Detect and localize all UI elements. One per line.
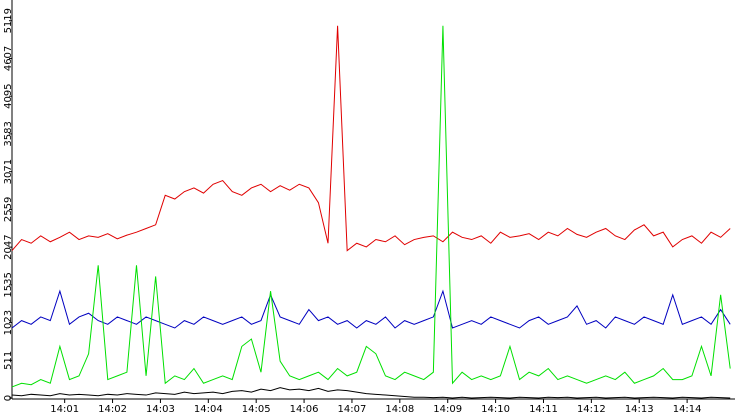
x-tick-label: 14:01 — [50, 404, 79, 415]
x-tick-label: 14:08 — [385, 404, 414, 415]
y-tick-label: 4607 — [3, 46, 14, 71]
y-tick-label: 0 — [3, 395, 14, 401]
y-tick-label: 1023 — [3, 310, 14, 335]
x-tick-label: 14:10 — [481, 404, 510, 415]
x-tick-label: 14:13 — [625, 404, 654, 415]
series-line — [11, 25, 731, 388]
x-tick-label: 14:14 — [673, 404, 702, 415]
x-tick-label: 14:09 — [433, 404, 462, 415]
y-tick-label: 5119 — [3, 8, 14, 33]
x-tick-label: 14:12 — [577, 404, 606, 415]
y-tick-label: 1535 — [3, 272, 14, 297]
y-tick-label: 511 — [3, 351, 14, 370]
series-line — [11, 25, 731, 252]
x-tick-label: 14:05 — [242, 404, 271, 415]
y-tick-label: 2559 — [3, 197, 14, 222]
y-tick-label: 4095 — [3, 83, 14, 108]
x-tick-label: 14:11 — [529, 404, 558, 415]
x-tick-label: 14:07 — [338, 404, 367, 415]
y-tick-label: 3071 — [3, 159, 14, 184]
series-line — [11, 289, 731, 329]
y-tick-label: 2047 — [3, 234, 14, 259]
x-tick-label: 14:06 — [290, 404, 319, 415]
x-tick-label: 14:03 — [146, 404, 175, 415]
x-tick-label: 14:02 — [98, 404, 127, 415]
y-tick-label: 3583 — [3, 121, 14, 146]
x-tick-label: 14:04 — [194, 404, 223, 415]
series-line — [11, 387, 731, 399]
